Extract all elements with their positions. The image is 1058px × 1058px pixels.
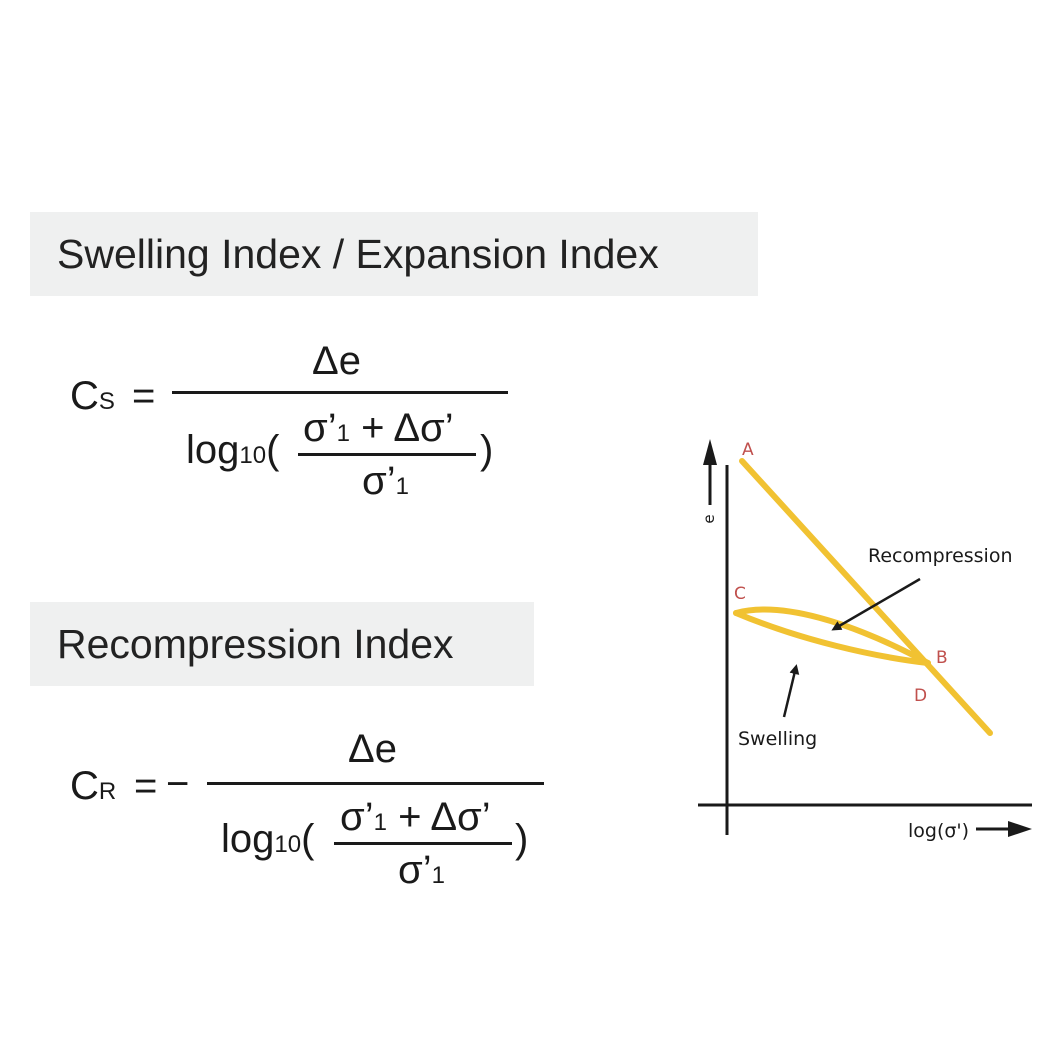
cr-inner-fraction-bar bbox=[334, 842, 512, 845]
cs-fraction-bar bbox=[172, 391, 508, 394]
cs-close-paren: ) bbox=[480, 428, 494, 472]
cs-numerator: Δe bbox=[312, 339, 361, 383]
cs-equals: = bbox=[132, 374, 156, 418]
cr-fraction-bar bbox=[207, 782, 544, 785]
swelling-curve bbox=[733, 610, 931, 666]
swelling-annotation: Swelling bbox=[738, 728, 817, 750]
point-label-b: B bbox=[936, 648, 948, 668]
cr-equals: = bbox=[134, 764, 158, 808]
cr-symbol-subscript: R bbox=[98, 778, 117, 805]
recompression-annotation: Recompression bbox=[868, 545, 1013, 567]
y-axis-arrow-icon bbox=[703, 439, 717, 465]
cs-inner-denominator: σ’1 bbox=[362, 459, 409, 503]
cr-inner-denominator: σ’1 bbox=[398, 848, 445, 892]
cs-log-base: 10 bbox=[239, 442, 267, 469]
x-axis-arrow-icon bbox=[1008, 821, 1032, 837]
cr-symbol: CR bbox=[70, 764, 117, 808]
cs-inner-fraction-bar bbox=[298, 453, 476, 456]
recompression-index-title: Recompression Index bbox=[57, 620, 454, 667]
cr-minus: − bbox=[166, 762, 190, 806]
virgin-compression-line bbox=[739, 458, 993, 736]
cs-symbol: CS bbox=[70, 374, 115, 418]
cr-numerator: Δe bbox=[348, 727, 397, 771]
point-label-c: C bbox=[734, 584, 746, 604]
point-label-a: A bbox=[742, 440, 754, 460]
recompression-annotation-arrow bbox=[831, 577, 921, 631]
point-label-d: D bbox=[914, 686, 927, 706]
cr-close-paren: ) bbox=[515, 817, 529, 861]
cr-inner-numerator: σ’1 + Δσ’ bbox=[340, 795, 491, 839]
cs-log: log10( bbox=[186, 428, 280, 472]
cr-log: log10( bbox=[221, 817, 315, 861]
consolidation-diagram: e log(σ') A C B D Recompression Swelling bbox=[698, 439, 1032, 842]
x-axis-label: log(σ') bbox=[908, 820, 969, 842]
recompression-index-header: Recompression Index bbox=[30, 602, 534, 686]
cs-inner-numerator: σ’1 + Δσ’ bbox=[303, 406, 454, 450]
swelling-annotation-arrow bbox=[782, 664, 800, 718]
cs-symbol-subscript: S bbox=[98, 388, 115, 415]
y-axis-label: e bbox=[700, 514, 718, 523]
recompression-curve bbox=[733, 606, 931, 666]
swelling-index-header: Swelling Index / Expansion Index bbox=[30, 212, 758, 296]
swelling-index-title: Swelling Index / Expansion Index bbox=[57, 230, 659, 277]
cr-log-base: 10 bbox=[274, 831, 302, 858]
